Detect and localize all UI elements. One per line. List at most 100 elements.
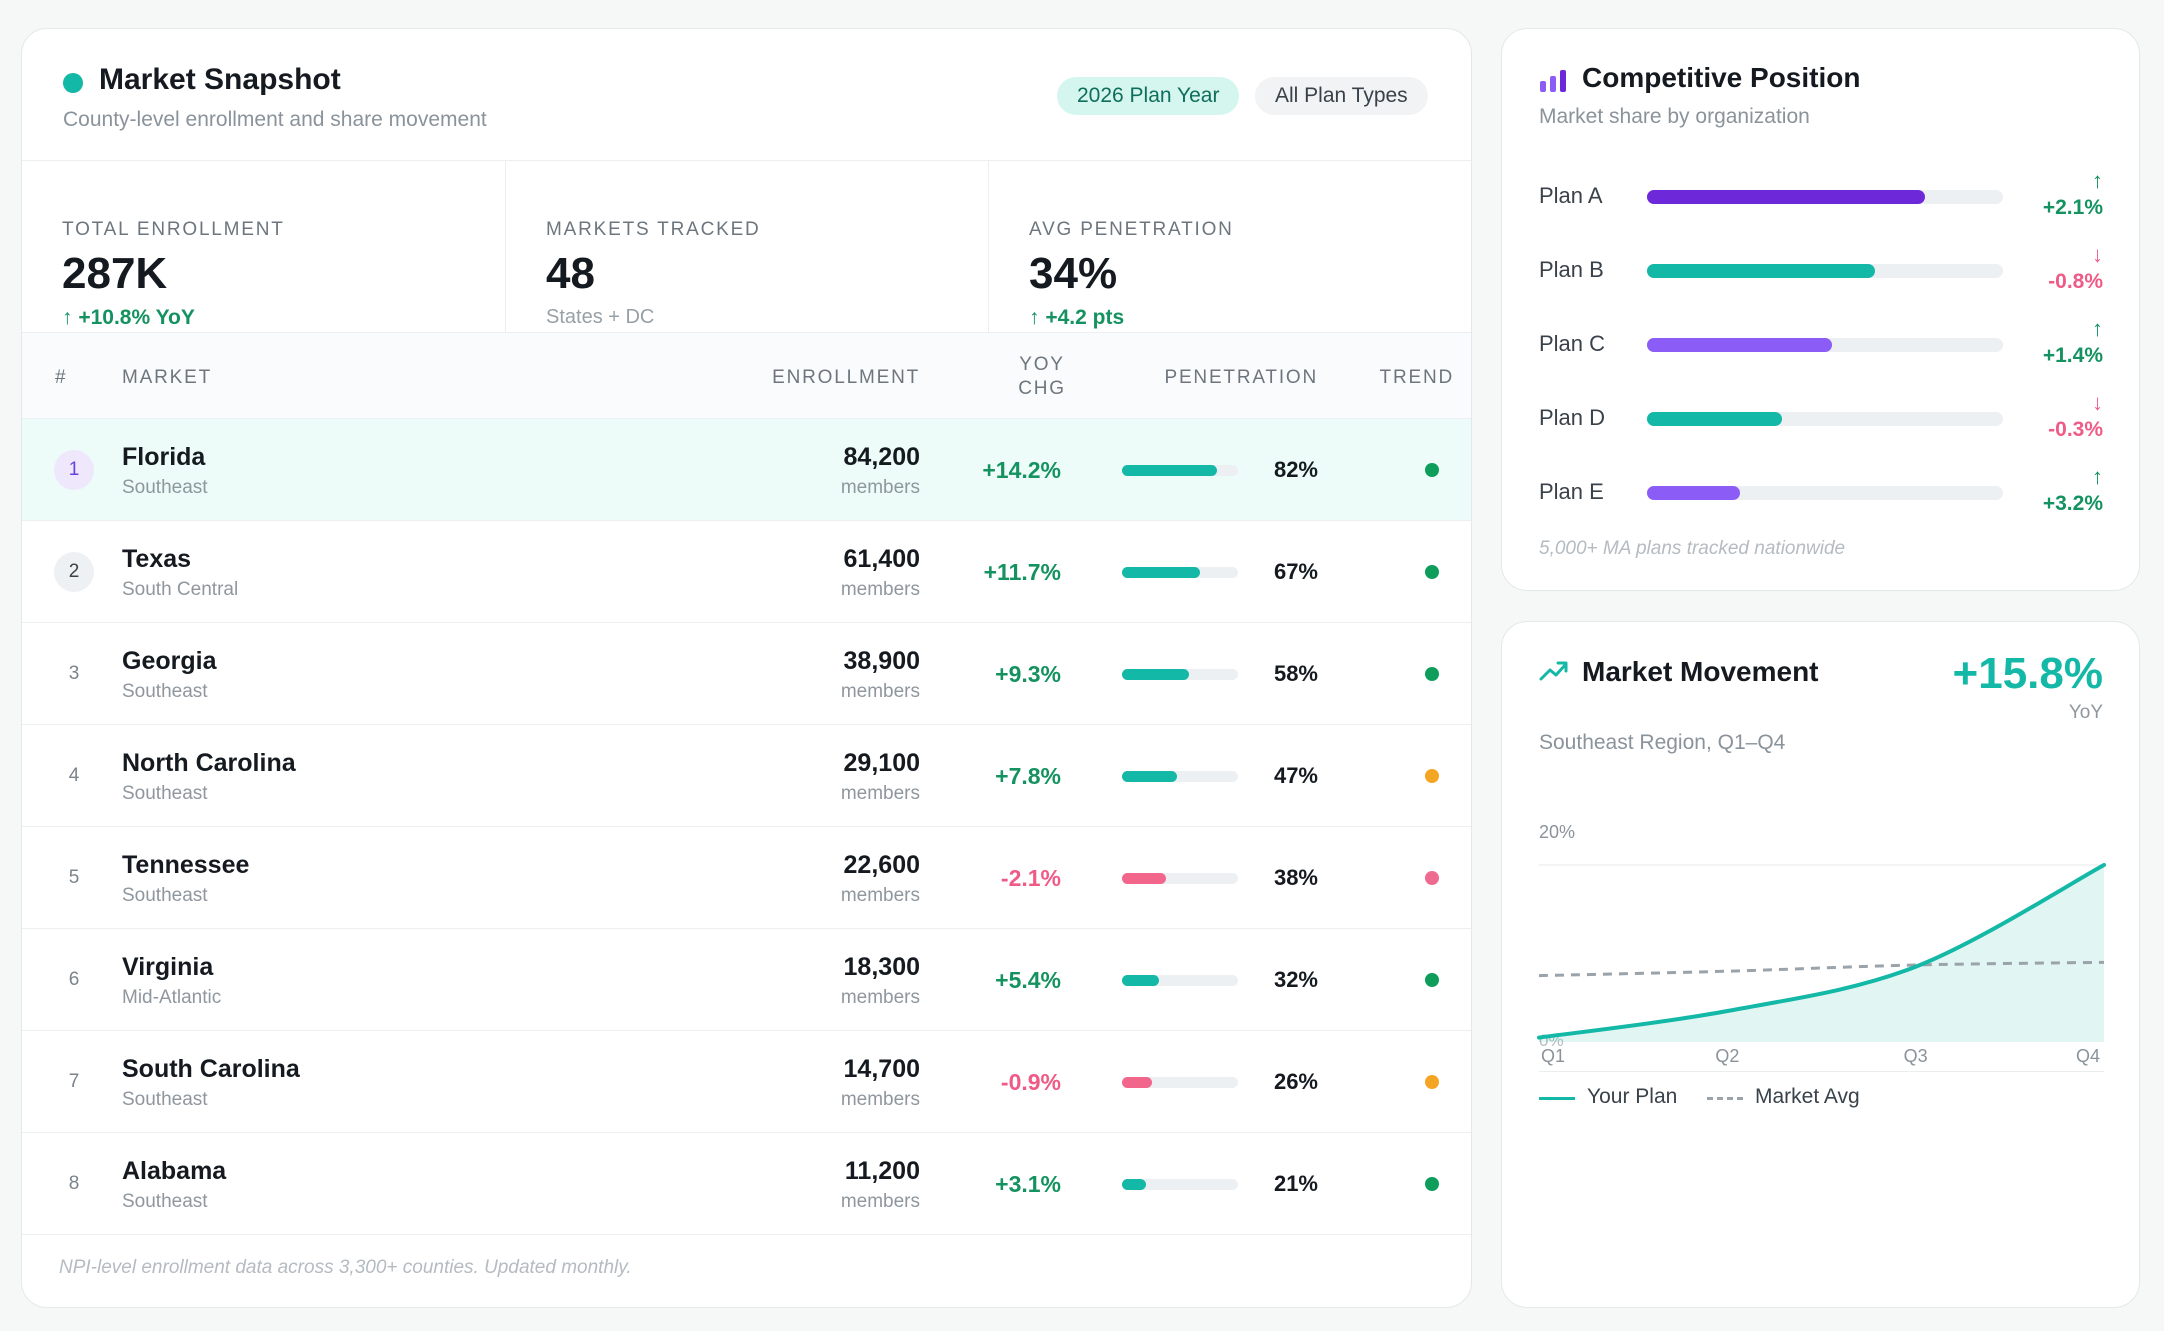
plan-types-filter[interactable]: All Plan Types (1255, 77, 1428, 115)
plan-share-fill (1647, 412, 1783, 426)
trending-up-icon (1539, 661, 1568, 681)
x-tick-label: Q4 (2076, 1046, 2100, 1066)
row-rank: 6 (68, 969, 80, 990)
movement-big-delta-unit: YoY (2068, 702, 2103, 723)
col-enrollment[interactable]: ENROLLMENT (772, 367, 920, 388)
movement-chart: 0%20%Q1 Q2 Q3 Q4 (1537, 822, 2106, 1072)
table-row[interactable]: 8 Alabama Southeast 11,200 members +3.1% 21% (22, 1133, 1471, 1235)
plan-delta: -0.3% (2048, 418, 2103, 441)
row-rank: 8 (68, 1173, 80, 1194)
market-region: Southeast (122, 1089, 208, 1110)
trend-dot-icon (1425, 463, 1439, 477)
table-row[interactable]: 5 Tennessee Southeast 22,600 members -2.1% 38% (22, 827, 1471, 929)
enrollment-value: 61,400 (843, 545, 920, 573)
market-name: Florida (122, 443, 206, 471)
table-row[interactable]: 7 South Carolina Southeast 14,700 members -0.… (22, 1031, 1471, 1133)
kpi-avg-penetration: AVG PENETRATION 34% ↑ +4.2 pts (988, 161, 1471, 333)
plan-row[interactable]: Plan A ↑ +2.1% (1502, 168, 2139, 245)
col-yoy-chg[interactable]: YOY CHG (1012, 354, 1072, 400)
snapshot-title: Market Snapshot (99, 63, 341, 96)
bar-chart-icon (1540, 70, 1566, 92)
penetration-bar (1122, 771, 1238, 782)
enrollment-unit: members (840, 681, 920, 702)
table-row[interactable]: 2 Texas South Central 61,400 members +11.7% 67… (22, 521, 1471, 623)
market-region: Southeast (122, 885, 208, 906)
series-line-market-avg (1538, 960, 2105, 978)
plan-row[interactable]: Plan D ↓ -0.3% (1502, 390, 2139, 467)
penetration-value: 26% (1273, 1069, 1318, 1094)
plan-row[interactable]: Plan C ↑ +1.4% (1502, 316, 2139, 393)
penetration-bar-fill (1122, 975, 1160, 986)
row-rank: 1 (54, 450, 94, 490)
competitive-position-card: Competitive Position Market share by org… (1501, 28, 2140, 591)
plan-delta: +3.2% (2042, 492, 2103, 515)
col-market[interactable]: MARKET (122, 367, 212, 388)
market-region: Southeast (122, 477, 208, 498)
kpi-strip: TOTAL ENROLLMENT 287K ↑ +10.8% YoY MARKE… (22, 161, 1471, 333)
plan-share-bar (1647, 412, 2003, 426)
penetration-bar-fill (1122, 567, 1200, 578)
table-row[interactable]: 4 North Carolina Southeast 29,100 members +7.… (22, 725, 1471, 827)
plan-label: Plan E (1539, 479, 1604, 504)
plan-share-fill (1647, 338, 1833, 352)
table-header: # MARKET ENROLLMENT YOY CHG PENETRATION … (22, 333, 1471, 419)
plan-label: Plan C (1539, 331, 1606, 356)
enrollment-value: 18,300 (843, 953, 920, 981)
plan-share-bar (1647, 338, 2003, 352)
row-rank: 3 (68, 663, 80, 684)
arrow-up-icon: ↑ (2092, 464, 2103, 489)
kpi-label: TOTAL ENROLLMENT (62, 219, 285, 240)
series-area-your-plan (1539, 865, 2104, 1042)
kpi-label: AVG PENETRATION (1029, 219, 1234, 240)
arrow-up-icon: ↑ (2092, 168, 2103, 193)
market-region: Southeast (122, 783, 208, 804)
plan-share-bar (1647, 486, 2003, 500)
movement-title: Market Movement (1582, 656, 1819, 687)
plan-share-fill (1647, 264, 1875, 278)
penetration-bar-fill (1122, 1077, 1153, 1088)
market-name: Alabama (122, 1157, 227, 1185)
enrollment-value: 22,600 (843, 851, 920, 879)
plan-label: Plan B (1539, 257, 1604, 282)
col-yoy-line2: CHG (1018, 378, 1066, 399)
yoy-change: -2.1% (1000, 865, 1061, 891)
arrow-down-icon: ↓ (2092, 242, 2103, 267)
table-row[interactable]: 3 Georgia Southeast 38,900 members +9.3% 58% (22, 623, 1471, 725)
row-rank: 5 (68, 867, 80, 888)
arrow-down-icon: ↓ (2092, 390, 2103, 415)
table-row[interactable]: 1 Florida Southeast 84,200 members +14.2% 82% (22, 419, 1471, 521)
y-tick-label: 20% (1539, 822, 1575, 842)
table-row[interactable]: 6 Virginia Mid-Atlantic 18,300 members +5.4% 3… (22, 929, 1471, 1031)
plan-year-filter[interactable]: 2026 Plan Year (1057, 77, 1240, 115)
penetration-bar (1122, 669, 1238, 680)
plan-share-bar (1647, 190, 2003, 204)
movement-subtitle: Southeast Region, Q1–Q4 (1539, 731, 1786, 754)
plan-delta: +2.1% (2042, 196, 2103, 219)
kpi-label: MARKETS TRACKED (546, 219, 761, 240)
competitive-subtitle: Market share by organization (1539, 105, 1810, 128)
enrollment-value: 14,700 (843, 1055, 920, 1083)
kpi-value: 48 (546, 249, 595, 298)
movement-big-delta: +15.8% (1952, 649, 2103, 698)
penetration-bar-fill (1122, 669, 1190, 680)
competitive-title: Competitive Position (1582, 62, 1861, 93)
penetration-bar (1122, 1179, 1238, 1190)
plan-row[interactable]: Plan B ↓ -0.8% (1502, 242, 2139, 319)
snapshot-subtitle: County-level enrollment and share moveme… (63, 108, 487, 131)
kpi-value: 34% (1029, 249, 1118, 298)
plan-row[interactable]: Plan E ↑ +3.2% (1502, 464, 2139, 541)
penetration-bar (1122, 465, 1238, 476)
col-penetration[interactable]: PENETRATION (1164, 367, 1318, 388)
yoy-change: +9.3% (995, 661, 1061, 687)
penetration-value: 21% (1273, 1171, 1318, 1196)
yoy-change: +3.1% (995, 1171, 1061, 1197)
market-name: South Carolina (122, 1055, 300, 1083)
enrollment-unit: members (840, 477, 920, 498)
enrollment-value: 11,200 (844, 1157, 920, 1185)
market-snapshot-card: Market Snapshot County-level enrollment … (21, 28, 1472, 1308)
plan-label: Plan D (1539, 405, 1606, 430)
x-tick-label: Q2 (1715, 1046, 1739, 1066)
trend-dot-icon (1425, 973, 1439, 987)
row-rank: 4 (68, 765, 80, 786)
enrollment-unit: members (840, 1089, 920, 1110)
